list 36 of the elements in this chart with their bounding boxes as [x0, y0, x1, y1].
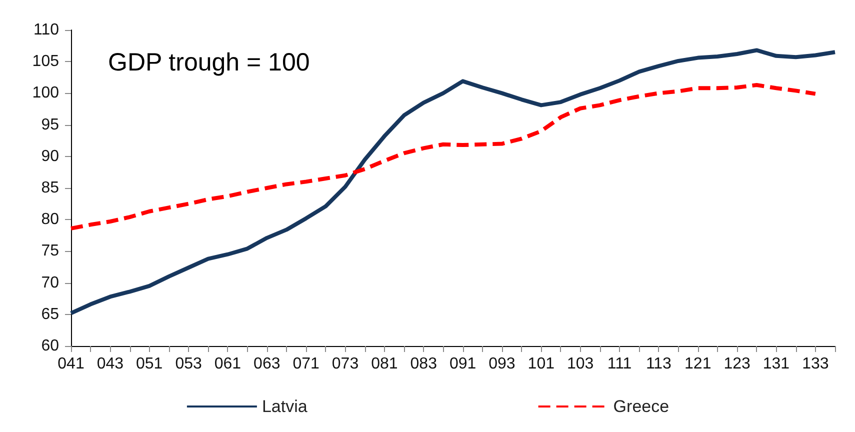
x-tick-label: 103 [566, 356, 594, 372]
x-tick-label: 113 [646, 356, 672, 372]
line-series [69, 48, 837, 316]
x-tick-label: 121 [684, 356, 712, 372]
x-tick-label: 083 [410, 356, 438, 372]
y-tick-label: 85 [41, 180, 60, 196]
x-tick-label: 111 [607, 356, 632, 372]
y-tick-label: 75 [41, 242, 60, 260]
legend-label: Greece [613, 397, 670, 416]
annotation: GDP trough = 100 [108, 48, 310, 76]
y-tick-label: 80 [41, 211, 60, 228]
x-tick-label: 063 [254, 356, 280, 372]
y-tick-label: 70 [41, 274, 60, 292]
x-tick-label: 051 [136, 356, 163, 372]
x-tick-label: 043 [96, 356, 124, 372]
x-tick-label: 101 [528, 356, 555, 372]
y-tick-label: 95 [41, 116, 60, 134]
x-tick-label: 093 [488, 356, 516, 372]
legend-label: Latvia [262, 397, 308, 416]
y-tick-label: 100 [32, 84, 60, 102]
x-tick-label: 061 [214, 356, 242, 372]
line-series [69, 82, 818, 230]
x-tick-label: 041 [58, 356, 84, 372]
y-tick-label: 60 [41, 338, 60, 354]
x-tick-label: 133 [802, 356, 829, 372]
x-tick-label: 071 [292, 356, 320, 372]
y-tick-label: 110 [33, 22, 60, 38]
y-tick-label: 90 [41, 148, 60, 165]
y-tick-label: 105 [32, 53, 60, 70]
y-tick-label: 65 [41, 306, 60, 323]
x-tick-label: 131 [762, 356, 790, 372]
x-tick-label: 091 [449, 356, 476, 372]
x-tick-label: 123 [724, 356, 750, 372]
x-tick-label: 073 [332, 356, 359, 372]
x-tick-label: 081 [371, 356, 398, 372]
x-tick-label: 053 [175, 356, 202, 372]
